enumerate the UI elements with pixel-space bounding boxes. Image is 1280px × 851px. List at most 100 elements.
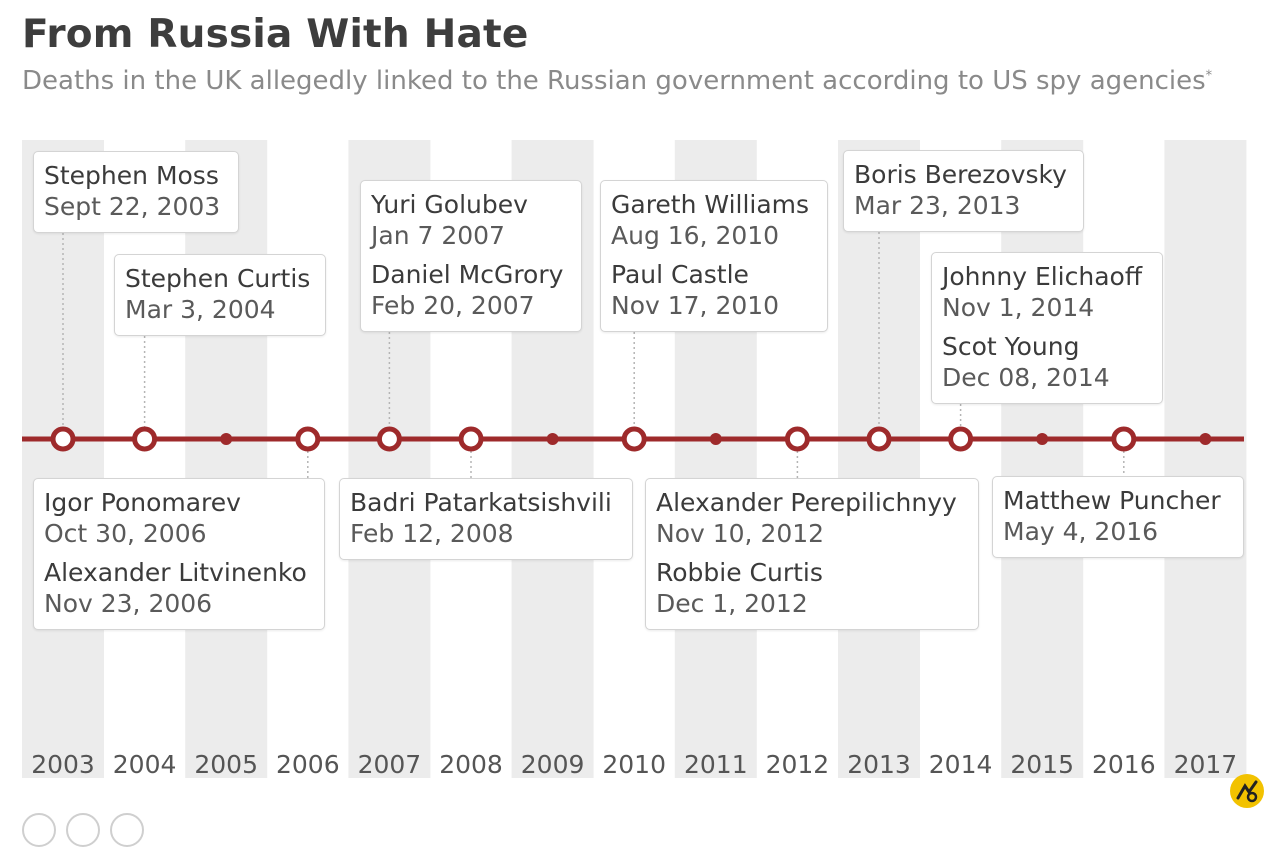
chart-subtitle: Deaths in the UK allegedly linked to the… — [22, 66, 1212, 96]
year-tick-labels: 2003 2004 2005 2006 2007 2008 2009 2010 2011 2012… — [31, 750, 1237, 779]
event-marker-2006 — [295, 426, 321, 452]
event-marker-2014 — [948, 426, 974, 452]
event-card-2003: Stephen Moss Sept 22, 2003 — [33, 151, 239, 233]
event-name: Scot Young — [942, 332, 1080, 361]
statista-logo-icon[interactable] — [1230, 774, 1264, 808]
event-date: May 4, 2016 — [1003, 517, 1159, 546]
event-name: Robbie Curtis — [656, 558, 823, 587]
event-name: Stephen Curtis — [125, 264, 311, 293]
tick-label-2017: 2017 — [1174, 750, 1238, 779]
event-name: Yuri Golubev — [371, 190, 528, 219]
tick-label-2006: 2006 — [276, 750, 340, 779]
year-dot-2005 — [220, 433, 233, 445]
year-band-2013 — [838, 140, 920, 778]
event-date: Dec 1, 2012 — [656, 589, 808, 618]
event-entry: Stephen Moss Sept 22, 2003 — [44, 160, 228, 222]
event-card-2008: Badri Patarkatsishvili Feb 12, 2008 — [339, 478, 633, 560]
event-marker-2007 — [376, 426, 402, 452]
event-entry: Alexander Litvinenko Nov 23, 2006 — [44, 557, 314, 619]
tick-label-2013: 2013 — [847, 750, 911, 779]
event-date: Jan 7 2007 — [371, 221, 505, 250]
tick-label-2016: 2016 — [1092, 750, 1156, 779]
tick-label-2010: 2010 — [602, 750, 666, 779]
event-entry: Robbie Curtis Dec 1, 2012 — [656, 557, 968, 619]
event-card-2006: Igor Ponomarev Oct 30, 2006 Alexander Litv… — [33, 478, 325, 630]
year-band-2015 — [1001, 140, 1084, 778]
event-marker-2013 — [866, 426, 892, 452]
chart-title: From Russia With Hate — [22, 12, 529, 57]
tick-label-2015: 2015 — [1010, 750, 1074, 779]
event-entry: Johnny Elichaoff Nov 1, 2014 — [942, 261, 1152, 323]
event-name: Alexander Perepilichnyy — [656, 488, 957, 517]
event-name: Paul Castle — [611, 260, 749, 289]
event-card-2010: Gareth Williams Aug 16, 2010 Paul Castle No… — [600, 180, 828, 332]
event-date: Nov 10, 2012 — [656, 519, 825, 548]
event-card-2007: Yuri Golubev Jan 7 2007 Daniel McGrory Feb … — [360, 180, 582, 332]
subtitle-footnote-mark: * — [1205, 68, 1213, 84]
timeline-chart: 2003 2004 2005 2006 2007 2008 2009 2010 2011 2012… — [22, 140, 1247, 779]
event-name: Badri Patarkatsishvili — [350, 488, 612, 517]
event-entry: Daniel McGrory Feb 20, 2007 — [371, 259, 571, 321]
tick-label-2014: 2014 — [929, 750, 993, 779]
event-date: Nov 17, 2010 — [611, 291, 780, 320]
event-entry: Yuri Golubev Jan 7 2007 — [371, 189, 571, 251]
tick-label-2012: 2012 — [766, 750, 830, 779]
event-entry: Alexander Perepilichnyy Nov 10, 2012 — [656, 487, 968, 549]
event-marker-2010 — [621, 426, 647, 452]
share-icon-2[interactable] — [66, 813, 100, 847]
year-dot-2015 — [1036, 433, 1049, 445]
share-icon-1[interactable] — [22, 813, 56, 847]
event-name: Stephen Moss — [44, 161, 219, 190]
event-date: Feb 20, 2007 — [371, 291, 535, 320]
tick-label-2005: 2005 — [194, 750, 258, 779]
tick-label-2004: 2004 — [113, 750, 177, 779]
event-card-2012: Alexander Perepilichnyy Nov 10, 2012 Robbi… — [645, 478, 979, 630]
event-card-2004: Stephen Curtis Mar 3, 2004 — [114, 254, 326, 336]
event-marker-2008 — [458, 426, 484, 452]
event-marker-2003 — [50, 426, 76, 452]
year-dot-2009 — [546, 433, 559, 445]
card-connectors — [62, 232, 1125, 478]
event-entry: Badri Patarkatsishvili Feb 12, 2008 — [350, 487, 622, 549]
event-entry: Matthew Puncher May 4, 2016 — [1003, 485, 1233, 547]
event-entry: Gareth Williams Aug 16, 2010 — [611, 189, 817, 251]
event-entry: Igor Ponomarev Oct 30, 2006 — [44, 487, 314, 549]
year-dot-2017 — [1199, 433, 1212, 445]
event-date: Nov 1, 2014 — [942, 293, 1095, 322]
event-date: Mar 3, 2004 — [125, 295, 276, 324]
subtitle-text: Deaths in the UK allegedly linked to the… — [22, 66, 1206, 96]
year-band-2005 — [185, 140, 268, 778]
year-band-2003 — [22, 140, 104, 778]
event-entry: Boris Berezovsky Mar 23, 2013 — [854, 159, 1073, 221]
share-buttons[interactable] — [22, 813, 154, 851]
event-entry: Stephen Curtis Mar 3, 2004 — [125, 263, 315, 325]
year-markers — [50, 426, 1212, 452]
event-date: Sept 22, 2003 — [44, 192, 221, 221]
event-name: Gareth Williams — [611, 190, 810, 219]
event-name: Alexander Litvinenko — [44, 558, 307, 587]
event-marker-2004 — [132, 426, 158, 452]
event-date: Dec 08, 2014 — [942, 363, 1110, 392]
event-entry: Paul Castle Nov 17, 2010 — [611, 259, 817, 321]
tick-label-2003: 2003 — [31, 750, 95, 779]
event-card-2014: Johnny Elichaoff Nov 1, 2014 Scot Young Dec… — [931, 252, 1163, 404]
event-entry: Scot Young Dec 08, 2014 — [942, 331, 1152, 393]
tick-label-2007: 2007 — [358, 750, 422, 779]
event-card-2013: Boris Berezovsky Mar 23, 2013 — [843, 150, 1084, 232]
event-date: Feb 12, 2008 — [350, 519, 514, 548]
year-band-2017 — [1164, 140, 1247, 778]
event-card-2016: Matthew Puncher May 4, 2016 — [992, 476, 1244, 558]
share-icon-3[interactable] — [110, 813, 144, 847]
tick-label-2011: 2011 — [684, 750, 748, 779]
tick-label-2009: 2009 — [521, 750, 585, 779]
event-date: Mar 23, 2013 — [854, 191, 1021, 220]
event-name: Boris Berezovsky — [854, 160, 1067, 189]
event-marker-2012 — [784, 426, 810, 452]
event-name: Matthew Puncher — [1003, 486, 1221, 515]
event-name: Igor Ponomarev — [44, 488, 241, 517]
event-date: Nov 23, 2006 — [44, 589, 213, 618]
event-marker-2016 — [1111, 426, 1137, 452]
tick-label-2008: 2008 — [439, 750, 503, 779]
year-dot-2011 — [709, 433, 722, 445]
event-date: Aug 16, 2010 — [611, 221, 780, 250]
